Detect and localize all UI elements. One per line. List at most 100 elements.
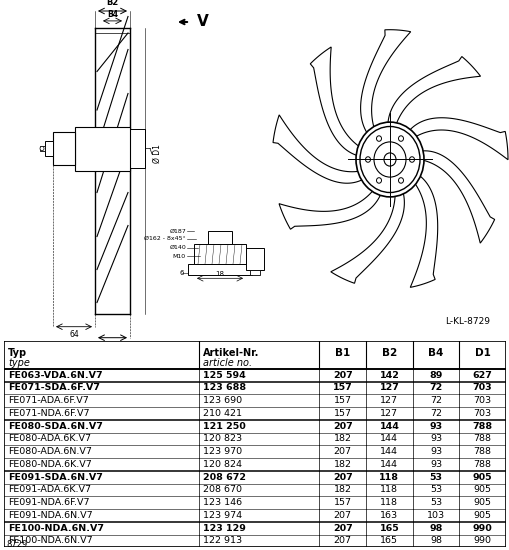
Text: 120 823: 120 823 <box>203 434 241 443</box>
Text: 118: 118 <box>380 486 398 494</box>
Text: 98: 98 <box>429 536 441 546</box>
Circle shape <box>398 136 403 141</box>
Text: FE071-ADA.6F.V7: FE071-ADA.6F.V7 <box>8 396 89 405</box>
Text: FE071-NDA.6F.V7: FE071-NDA.6F.V7 <box>8 409 90 418</box>
Text: 182: 182 <box>333 486 351 494</box>
Text: 157: 157 <box>333 396 351 405</box>
Text: 123 974: 123 974 <box>203 511 241 520</box>
Text: 18: 18 <box>215 271 224 277</box>
Circle shape <box>365 157 370 162</box>
Bar <box>188 264 251 275</box>
Text: 93: 93 <box>429 434 441 443</box>
Text: 144: 144 <box>380 434 398 443</box>
Text: V: V <box>196 14 208 30</box>
Text: 207: 207 <box>333 447 351 456</box>
Polygon shape <box>407 118 507 160</box>
Text: 182: 182 <box>333 460 351 469</box>
Text: 157: 157 <box>333 409 351 418</box>
Text: Artikel-Nr.: Artikel-Nr. <box>203 348 259 358</box>
Bar <box>4 432 505 446</box>
Polygon shape <box>278 188 381 229</box>
Text: 72: 72 <box>429 409 441 418</box>
Circle shape <box>359 126 419 192</box>
Text: FE063-VDA.6N.V7: FE063-VDA.6N.V7 <box>8 371 102 380</box>
Circle shape <box>398 178 403 183</box>
Text: 93: 93 <box>429 460 441 469</box>
Text: B4: B4 <box>428 348 443 358</box>
Bar <box>75 126 130 170</box>
Text: 53: 53 <box>429 486 441 494</box>
Text: FE091-NDA.6N.V7: FE091-NDA.6N.V7 <box>8 511 93 520</box>
Text: 207: 207 <box>333 536 351 546</box>
Text: FE071-SDA.6F.V7: FE071-SDA.6F.V7 <box>8 383 100 393</box>
Bar <box>245 248 264 270</box>
Text: L-KL-8729: L-KL-8729 <box>444 317 489 326</box>
Text: 118: 118 <box>380 498 398 507</box>
Text: 163: 163 <box>380 511 398 520</box>
Text: 98: 98 <box>429 524 442 532</box>
Polygon shape <box>309 47 361 156</box>
Text: 123 129: 123 129 <box>203 524 245 532</box>
Text: 207: 207 <box>332 472 352 482</box>
Text: 127: 127 <box>379 383 399 393</box>
Text: 93: 93 <box>429 447 441 456</box>
Polygon shape <box>272 115 364 183</box>
Text: 703: 703 <box>473 409 491 418</box>
Text: 788: 788 <box>473 447 491 456</box>
Text: 64: 64 <box>69 330 79 339</box>
Text: 72: 72 <box>429 383 442 393</box>
Text: Typ: Typ <box>8 348 27 358</box>
Text: FE091-ADA.6K.V7: FE091-ADA.6K.V7 <box>8 486 91 494</box>
Polygon shape <box>409 174 437 287</box>
Text: 207: 207 <box>332 371 352 380</box>
Text: 990: 990 <box>473 536 491 546</box>
Text: FE080-SDA.6N.V7: FE080-SDA.6N.V7 <box>8 422 103 431</box>
Text: 157: 157 <box>333 498 351 507</box>
Text: 123 688: 123 688 <box>203 383 245 393</box>
Text: 53: 53 <box>429 472 442 482</box>
Text: FE080-ADA.6K.V7: FE080-ADA.6K.V7 <box>8 434 91 443</box>
Text: B4: B4 <box>107 10 118 19</box>
Text: FE100-NDA.6N.V7: FE100-NDA.6N.V7 <box>8 536 93 546</box>
Polygon shape <box>418 151 494 243</box>
Text: type: type <box>8 358 30 368</box>
Polygon shape <box>330 190 404 283</box>
Text: B1: B1 <box>106 341 119 350</box>
Text: FE091-NDA.6F.V7: FE091-NDA.6F.V7 <box>8 498 90 507</box>
Text: 125 594: 125 594 <box>203 371 245 380</box>
Text: 207: 207 <box>332 422 352 431</box>
Text: 89: 89 <box>429 371 442 380</box>
Text: 144: 144 <box>380 460 398 469</box>
Text: 990: 990 <box>472 524 492 532</box>
Text: 905: 905 <box>473 511 491 520</box>
Text: 788: 788 <box>473 460 491 469</box>
Text: FE080-NDA.6K.V7: FE080-NDA.6K.V7 <box>8 460 92 469</box>
Text: B2: B2 <box>106 0 119 7</box>
Text: 8729: 8729 <box>6 540 27 549</box>
Text: 53: 53 <box>429 498 441 507</box>
Text: 157: 157 <box>332 383 352 393</box>
Text: FE080-ADA.6N.V7: FE080-ADA.6N.V7 <box>8 447 92 456</box>
Circle shape <box>373 142 405 177</box>
Text: 118: 118 <box>379 472 399 482</box>
Text: 788: 788 <box>472 422 492 431</box>
Circle shape <box>409 157 414 162</box>
Text: 208 672: 208 672 <box>203 472 245 482</box>
Text: 127: 127 <box>380 396 398 405</box>
Text: 703: 703 <box>472 383 492 393</box>
Text: 207: 207 <box>332 524 352 532</box>
Bar <box>53 132 75 165</box>
Circle shape <box>355 122 423 197</box>
Text: 6: 6 <box>179 270 184 276</box>
Text: 905: 905 <box>472 472 492 482</box>
Text: FE100-NDA.6N.V7: FE100-NDA.6N.V7 <box>8 524 104 532</box>
Text: 103: 103 <box>426 511 444 520</box>
Text: 144: 144 <box>380 447 398 456</box>
Text: D1: D1 <box>474 348 490 358</box>
Bar <box>208 231 232 244</box>
Text: 182: 182 <box>333 434 351 443</box>
Text: 703: 703 <box>473 396 491 405</box>
Text: 207: 207 <box>333 511 351 520</box>
Text: 905: 905 <box>473 498 491 507</box>
Text: M10: M10 <box>173 254 186 259</box>
